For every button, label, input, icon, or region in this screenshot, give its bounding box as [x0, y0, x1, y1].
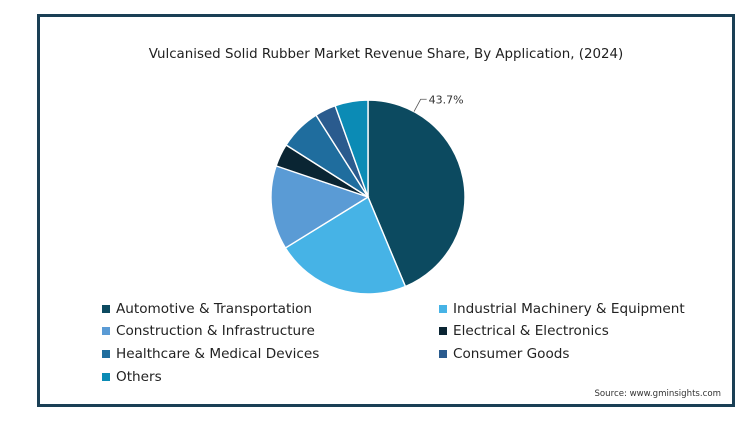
chart-frame: Vulcanised Solid Rubber Market Revenue S…: [37, 14, 735, 407]
legend-item-consumer-goods: Consumer Goods: [439, 346, 570, 362]
legend-item-others: Others: [102, 369, 162, 385]
legend-swatch: [102, 350, 110, 358]
pie-chart: 43.7%: [270, 93, 466, 295]
legend-item-electrical-electronics: Electrical & Electronics: [439, 323, 609, 339]
pie-slice-others: [334, 99, 369, 198]
pie-slice-construction-infrastructure: [270, 164, 370, 249]
chart-title: Vulcanised Solid Rubber Market Revenue S…: [148, 47, 624, 62]
legend-swatch: [102, 305, 110, 313]
pie-slice-automotive-transportation: [367, 99, 466, 288]
legend-label: Electrical & Electronics: [453, 323, 609, 339]
legend-label: Automotive & Transportation: [116, 301, 313, 317]
pie-slice-industrial-machinery-equipment: [284, 195, 407, 295]
legend-label: Healthcare & Medical Devices: [116, 346, 320, 362]
legend-swatch: [439, 350, 447, 358]
legend-item-construction-infrastructure: Construction & Infrastructure: [102, 323, 315, 339]
legend-label: Industrial Machinery & Equipment: [453, 301, 685, 317]
legend-label: Consumer Goods: [453, 346, 570, 362]
legend-item-automotive-transportation: Automotive & Transportation: [102, 301, 312, 317]
legend-item-healthcare-medical-devices: Healthcare & Medical Devices: [102, 346, 319, 362]
legend-swatch: [439, 327, 447, 335]
legend-swatch: [102, 373, 110, 381]
legend-swatch: [102, 327, 110, 335]
legend-item-industrial-machinery-equipment: Industrial Machinery & Equipment: [439, 301, 685, 317]
source-note: Source: www.gminsights.com: [594, 389, 721, 399]
legend-label: Construction & Infrastructure: [116, 323, 315, 339]
legend-swatch: [439, 305, 447, 313]
legend-label: Others: [116, 369, 162, 385]
data-label: 43.7%: [429, 93, 464, 106]
data-label-leader-line: [413, 98, 427, 112]
